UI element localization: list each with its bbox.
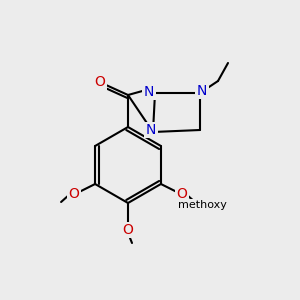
Text: N: N bbox=[197, 84, 207, 98]
Text: N: N bbox=[146, 123, 156, 137]
Text: methoxy: methoxy bbox=[178, 200, 227, 210]
Text: O: O bbox=[176, 187, 187, 201]
Text: N: N bbox=[144, 85, 154, 99]
Text: O: O bbox=[94, 75, 105, 89]
Text: O: O bbox=[69, 187, 80, 201]
Text: O: O bbox=[123, 223, 134, 237]
